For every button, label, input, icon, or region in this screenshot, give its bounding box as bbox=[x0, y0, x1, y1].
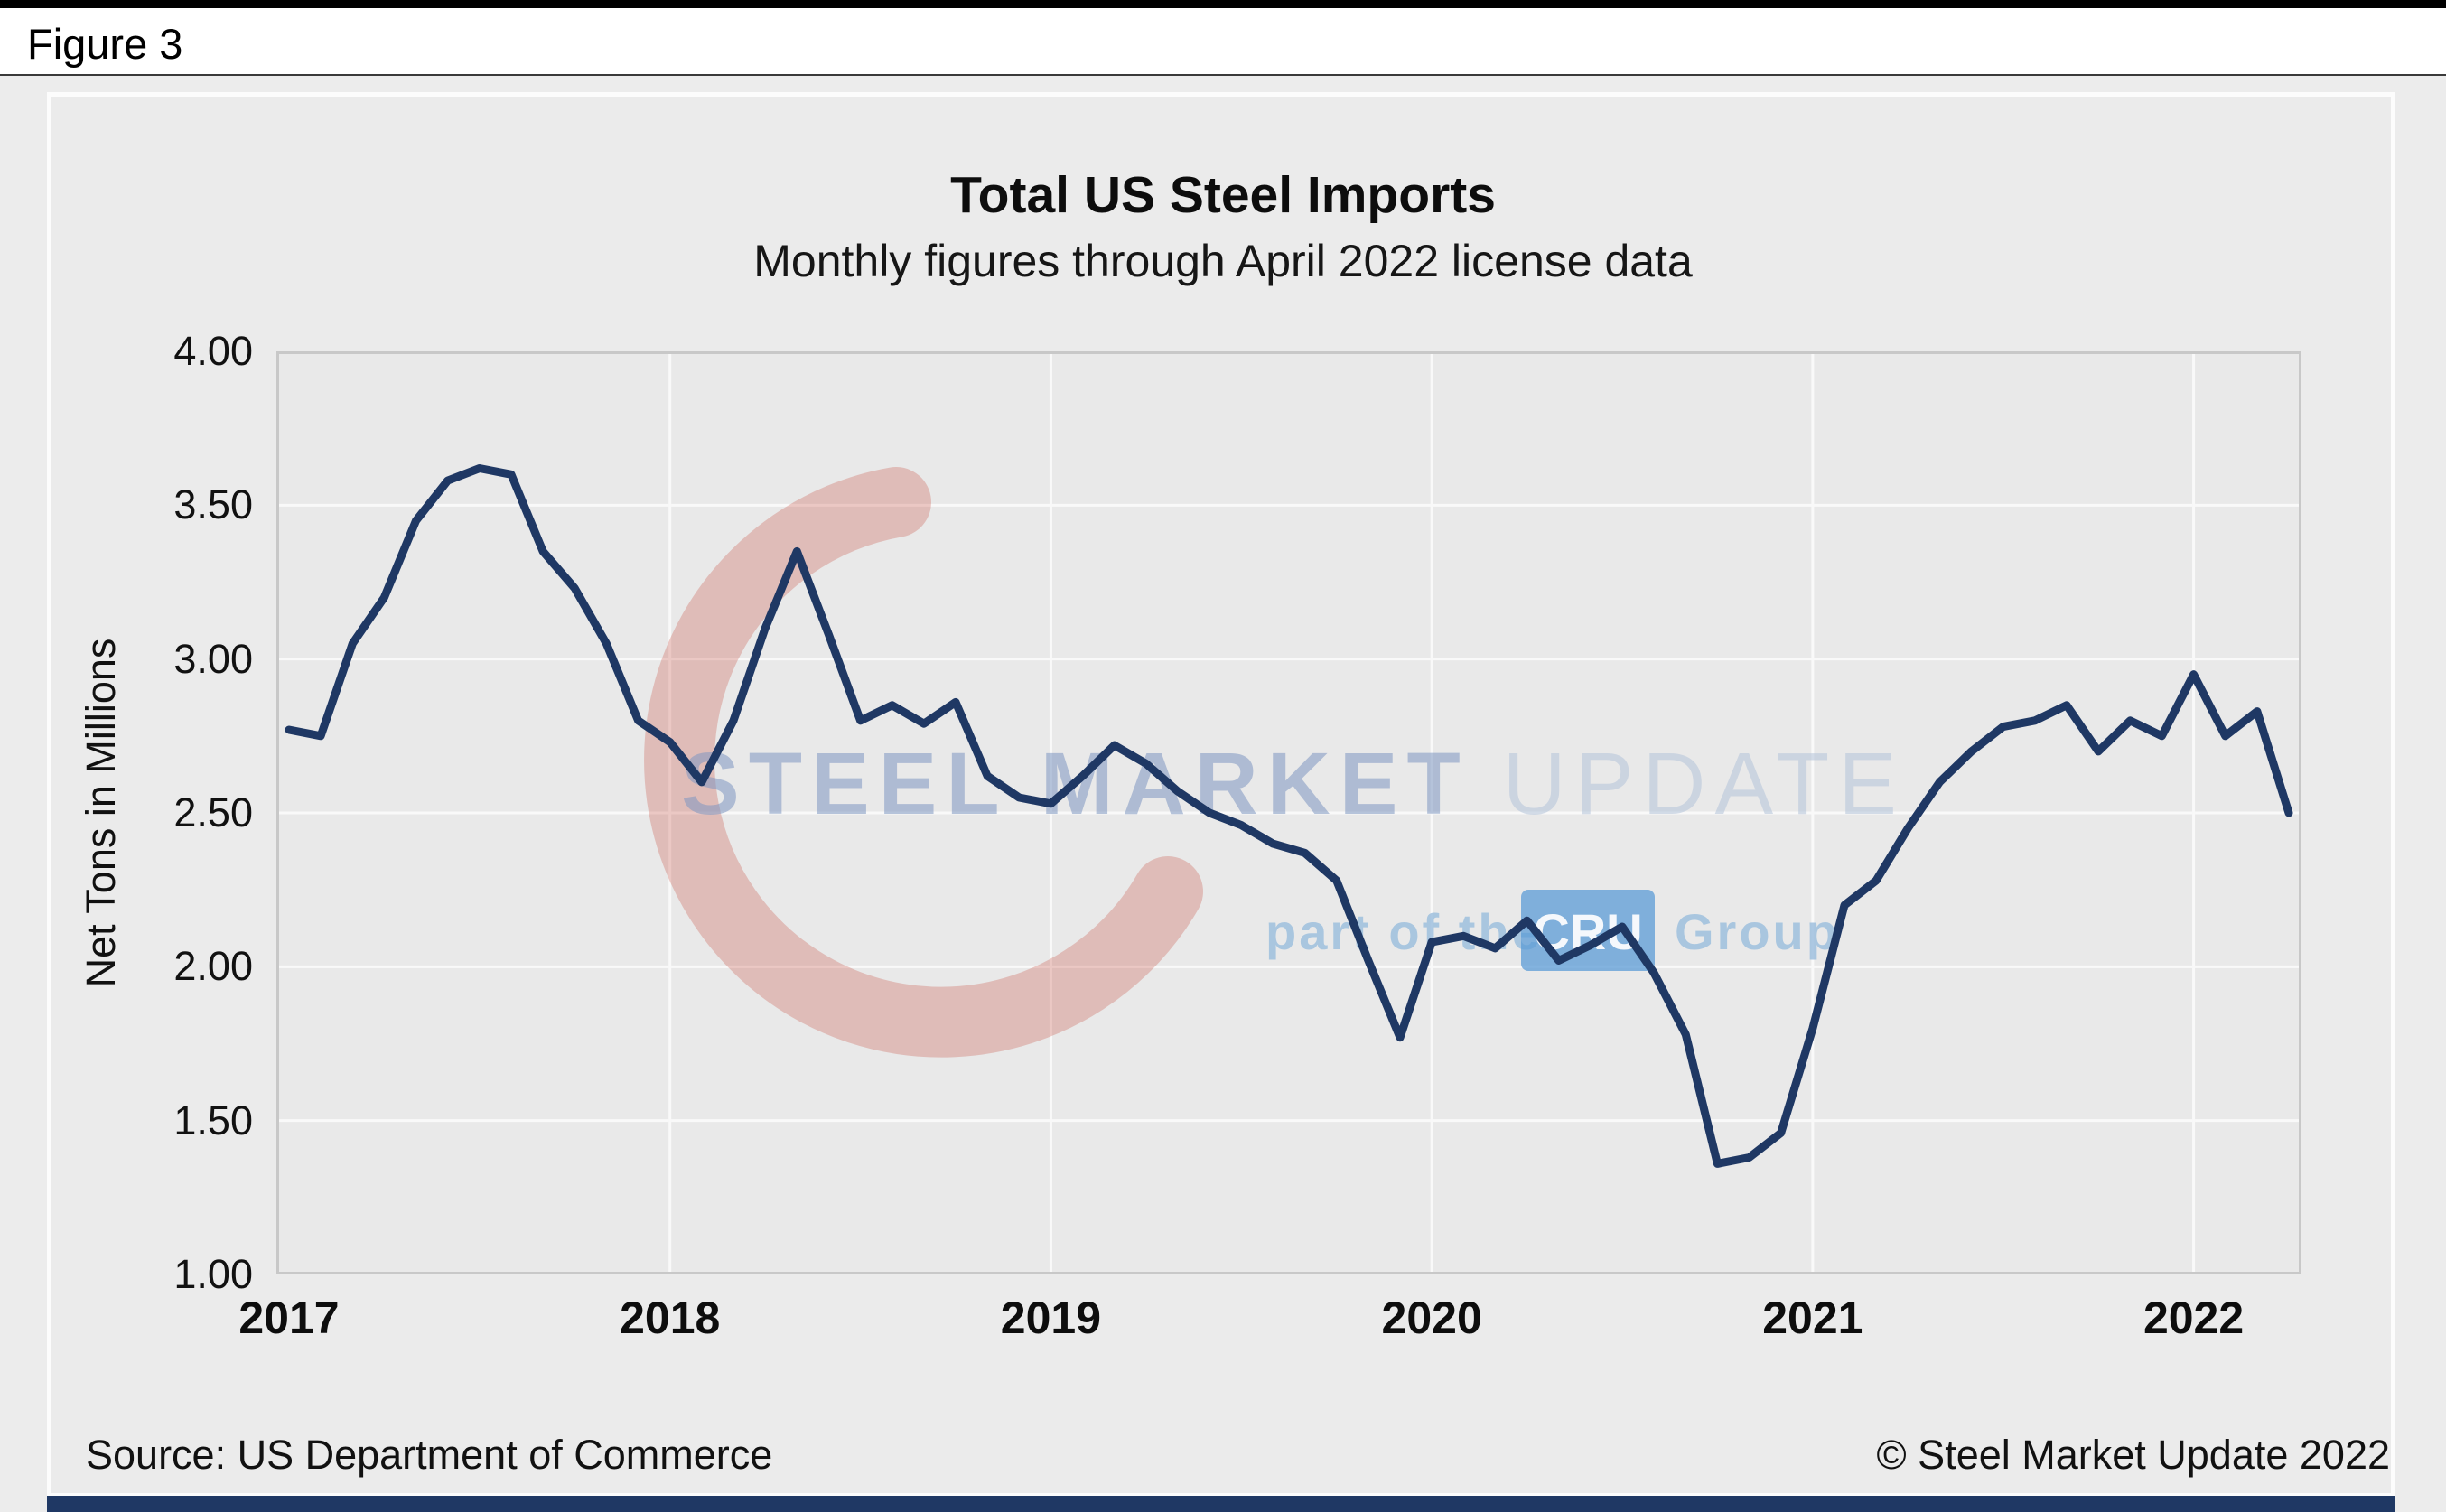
y-tick-label: 4.00 bbox=[173, 328, 253, 374]
x-tick-label: 2020 bbox=[1381, 1293, 1482, 1343]
y-tick-label: 2.00 bbox=[173, 943, 253, 990]
watermark-part-of-text: part of the bbox=[1265, 903, 1543, 960]
watermark-text: STEEL MARKET UPDATE bbox=[681, 734, 1906, 833]
chart-subtitle: Monthly figures through April 2022 licen… bbox=[753, 236, 1693, 286]
x-tick-labels: 2017 2018 2019 2020 2021 2022 bbox=[238, 1292, 2301, 1357]
x-tick-label: 2017 bbox=[238, 1293, 340, 1343]
y-tick-label: 3.50 bbox=[173, 481, 253, 528]
y-tick-label: 1.00 bbox=[173, 1251, 253, 1297]
y-tick-label: 2.50 bbox=[173, 789, 253, 835]
copyright-note: © Steel Market Update 2022 bbox=[1876, 1432, 2390, 1478]
plot-border bbox=[276, 351, 2301, 1274]
chart-title: Total US Steel Imports bbox=[950, 166, 1496, 224]
figure-label: Figure 3 bbox=[27, 20, 183, 68]
watermark-swoosh-icon bbox=[644, 467, 1203, 1058]
source-note: Source: US Department of Commerce bbox=[86, 1432, 773, 1478]
imports-line-series bbox=[285, 464, 2293, 1168]
y-tick-label: 3.00 bbox=[173, 635, 253, 682]
watermark-group-text: Group bbox=[1675, 903, 1840, 960]
x-tick-label: 2021 bbox=[1762, 1293, 1863, 1343]
x-tick-label: 2018 bbox=[620, 1293, 721, 1343]
bottom-border-bar bbox=[47, 1496, 2395, 1512]
y-tick-labels: 4.00 3.50 3.00 2.50 2.00 1.50 1.00 bbox=[107, 328, 253, 1297]
y-tick-label: 1.50 bbox=[173, 1097, 253, 1143]
x-tick-label: 2019 bbox=[1000, 1293, 1102, 1343]
x-tick-label: 2022 bbox=[2143, 1293, 2245, 1343]
figure-label-bar: Figure 3 bbox=[0, 0, 2446, 76]
